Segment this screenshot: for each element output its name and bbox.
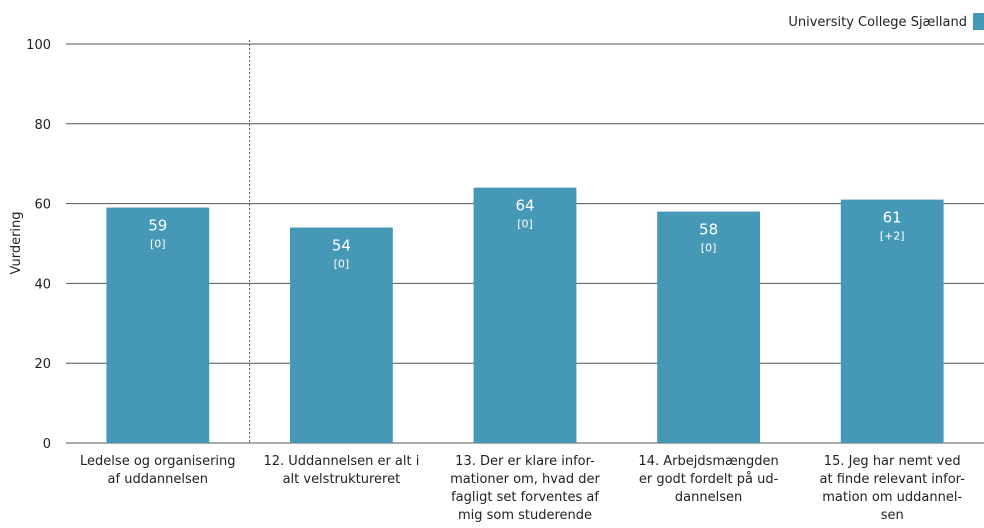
y-tick-label: 60 [34,198,51,213]
bars: 59 [0] 54 [0] 64 [0] 58 [0] 61 [+2] [106,187,944,443]
y-axis-ticks: 0 20 40 60 80 100 [26,38,51,452]
bar [473,187,577,443]
category-label-line: alt velstruktureret [283,472,401,487]
legend-swatch [973,13,984,30]
category-label-line: sen [881,508,904,523]
y-axis-title: Vurdering [9,211,24,274]
category-label-line: er godt fordelt på ud- [639,472,779,487]
category-label-line: mation om uddannel- [822,490,962,505]
category-labels: Ledelse og organisering af uddannelsen 12.… [80,454,965,523]
category-label: 15. Jeg har nemt ved at finde relevant in… [820,454,966,523]
bar-change-label: [0] [334,258,350,271]
y-tick-label: 40 [34,277,51,292]
category-label-line: fagligt set forventes af [451,490,599,505]
category-label: 12. Uddannelsen er alt i alt velstrukture… [263,454,419,487]
bar-value-label: 54 [332,237,351,255]
bar [840,199,944,443]
bar-change-label: [0] [150,238,166,251]
y-tick-label: 80 [34,118,51,133]
bar-change-label: [+2] [880,230,905,243]
category-label-line: mationer om, hvad der [450,472,600,487]
category-label-line: 14. Arbejdsmængden [638,454,778,469]
category-label: 13. Der er klare infor-mationer om, hvad… [450,454,600,523]
category-label-line: mig som studerende [458,508,592,523]
category-label-line: 13. Der er klare infor- [455,454,595,469]
category-label-line: 12. Uddannelsen er alt i [263,454,419,469]
bar [657,211,761,443]
bar-value-label: 59 [148,217,167,235]
category-label: Ledelse og organisering af uddannelsen [80,454,235,487]
category-label-line: Ledelse og organisering [80,454,235,469]
category-label-line: dannelsen [675,490,742,505]
bar-value-label: 61 [883,209,902,227]
bar [289,227,393,443]
category-label-line: at finde relevant infor- [820,472,966,487]
y-tick-label: 0 [43,437,51,452]
bar-value-label: 64 [515,197,534,215]
category-label-line: 15. Jeg har nemt ved [824,454,961,469]
legend-label: University College Sjælland [788,15,967,30]
bar-value-label: 58 [699,221,718,239]
bar-change-label: [0] [701,242,717,255]
y-tick-label: 100 [26,38,51,53]
y-tick-label: 20 [34,357,51,372]
category-label: 14. Arbejdsmængden er godt fordelt på ud-… [638,454,778,505]
category-label-line: af uddannelsen [108,472,208,487]
legend: University College Sjælland [788,13,984,30]
bar [106,207,210,443]
bar-change-label: [0] [517,218,533,231]
